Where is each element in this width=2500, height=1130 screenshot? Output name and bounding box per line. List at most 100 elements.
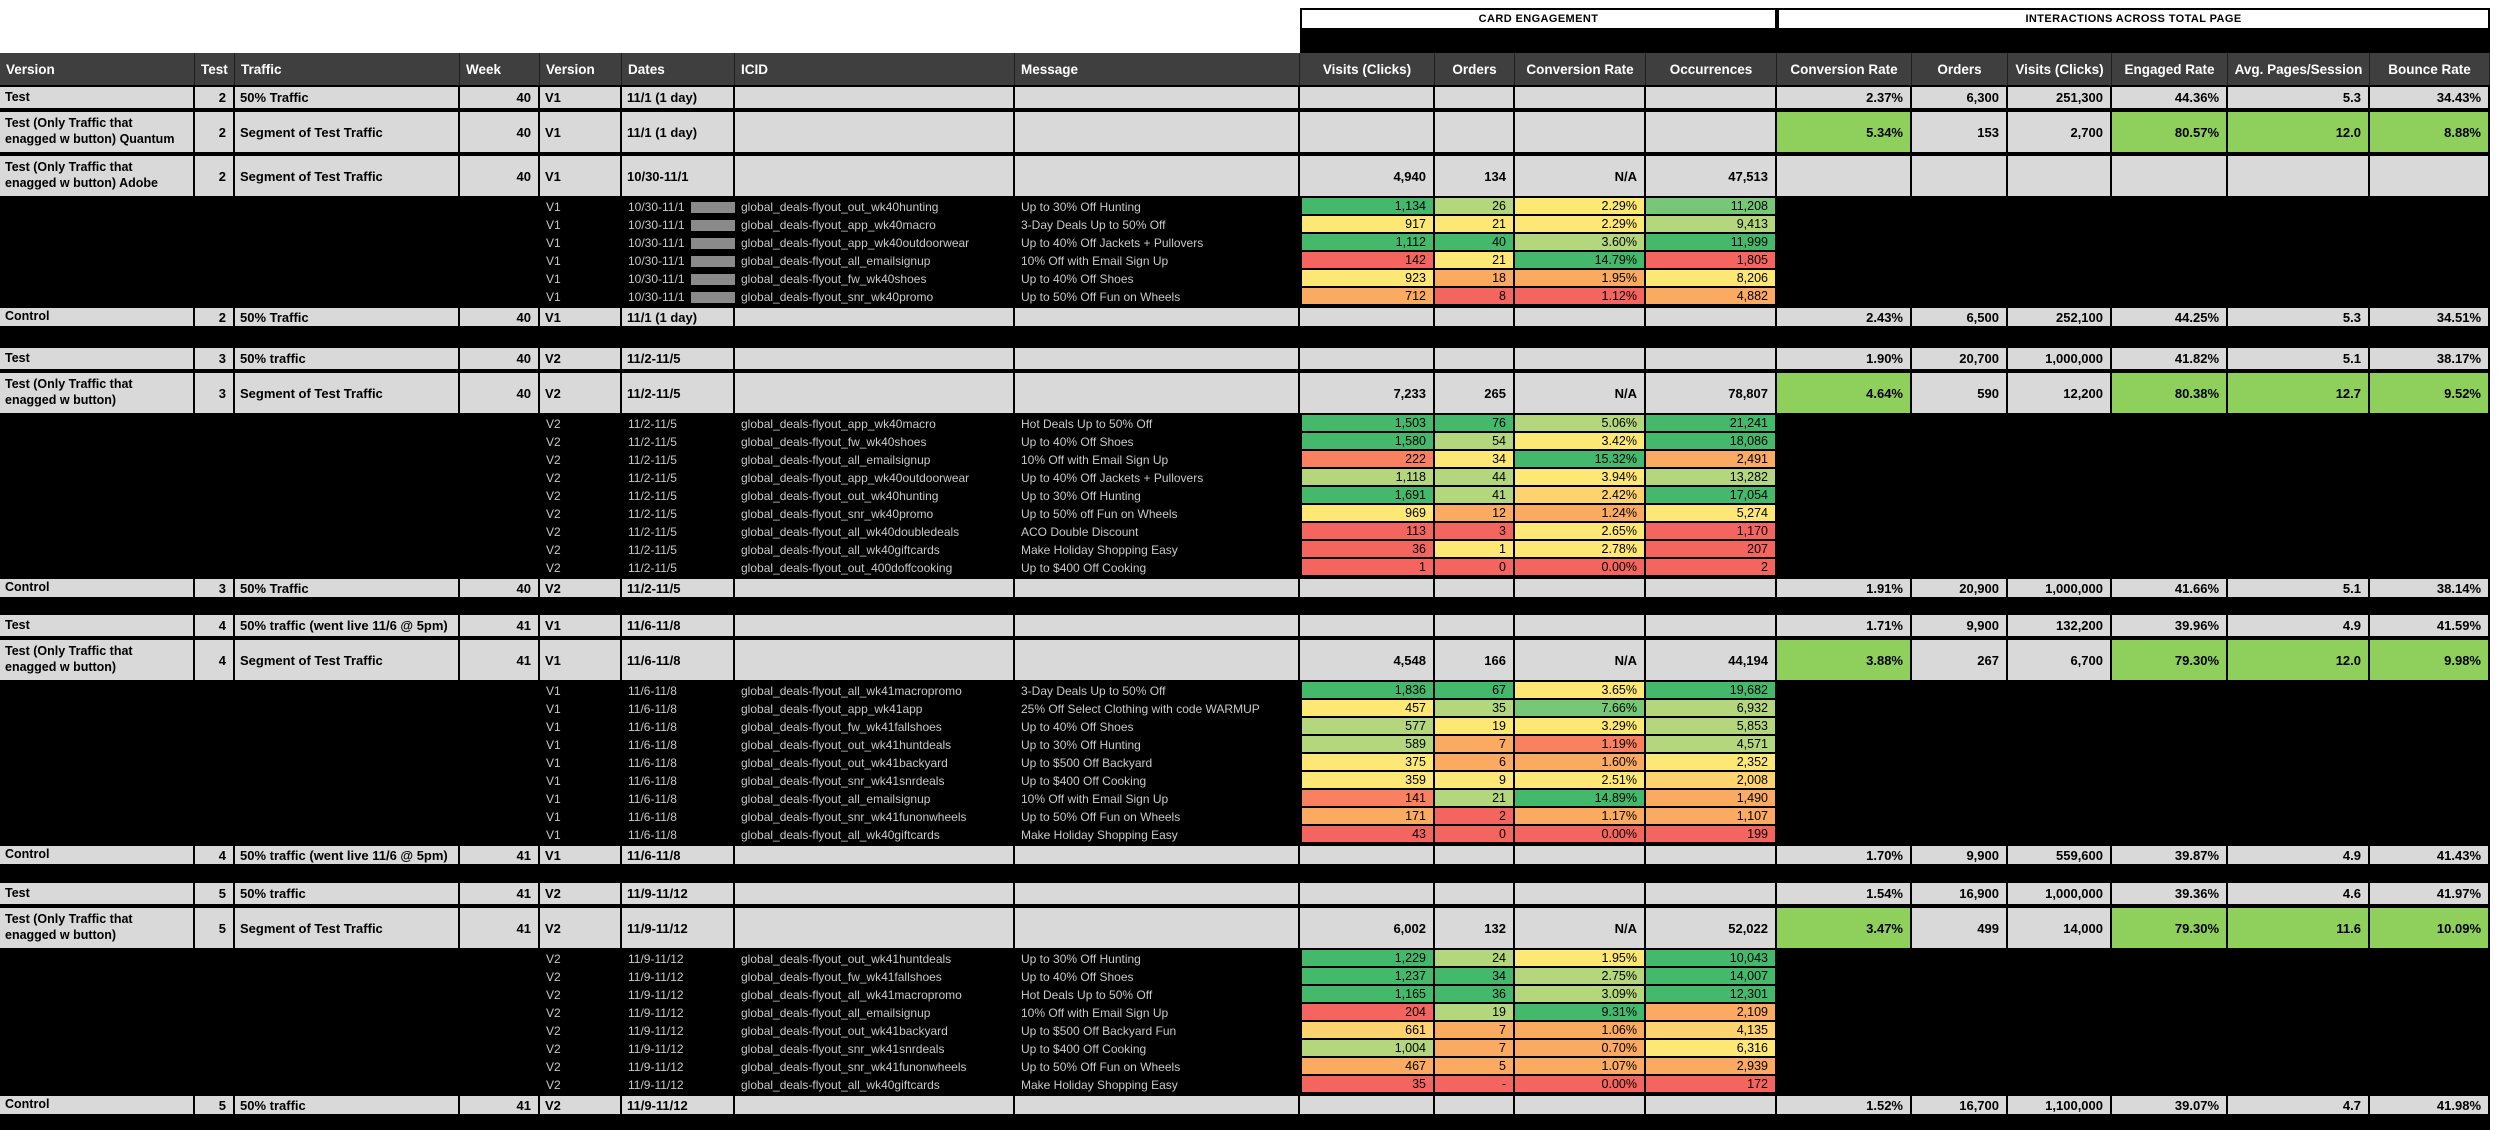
cell-message[interactable] bbox=[1015, 640, 1300, 680]
cell-version[interactable]: V1 bbox=[546, 774, 561, 788]
cell-icid[interactable]: global_deals-flyout_all_wk41macropromo bbox=[741, 684, 962, 698]
cell-icid[interactable]: global_deals-flyout_app_wk40macro bbox=[741, 417, 936, 431]
cell-avg-pages-session[interactable]: 5.1 bbox=[2228, 348, 2370, 369]
cell-occurrences[interactable]: 4,571 bbox=[1646, 736, 1777, 754]
cell-icid[interactable]: global_deals-flyout_out_wk41huntdeals bbox=[741, 738, 952, 752]
cell-visits-clicks[interactable]: 1,004 bbox=[1300, 1040, 1435, 1058]
cell-message[interactable]: Up to 50% Off Fun on Wheels bbox=[1021, 290, 1181, 304]
cell-conversion-rate[interactable]: 1.12% bbox=[1515, 288, 1646, 306]
header-total-conversion-rate[interactable]: Conversion Rate bbox=[1777, 53, 1912, 85]
cell-orders[interactable]: 54 bbox=[1435, 433, 1515, 451]
cell-occurrences[interactable]: 1,805 bbox=[1646, 252, 1777, 270]
cell-message[interactable]: Up to 40% Off Jackets + Pullovers bbox=[1021, 471, 1204, 485]
cell-version[interactable]: V2 bbox=[546, 471, 561, 485]
cell-message[interactable]: 10% Off with Email Sign Up bbox=[1021, 792, 1169, 806]
cell-visits-clicks[interactable]: 35 bbox=[1300, 1076, 1435, 1094]
cell-version[interactable]: V2 bbox=[546, 1024, 561, 1038]
cell-visits-clicks[interactable]: 359 bbox=[1300, 772, 1435, 790]
cell-occurrences[interactable]: 5,274 bbox=[1646, 505, 1777, 523]
cell-icid[interactable]: global_deals-flyout_snr_wk40promo bbox=[741, 290, 934, 304]
cell-bounce-rate[interactable]: 9.52% bbox=[2370, 373, 2490, 413]
cell-icid[interactable] bbox=[735, 373, 1015, 413]
cell-visits-clicks[interactable]: 1,229 bbox=[1300, 950, 1435, 968]
cell-dates[interactable]: 11/2-11/5 bbox=[622, 373, 735, 413]
cell-test-number[interactable]: 4 bbox=[195, 640, 235, 680]
cell-orders[interactable]: 134 bbox=[1435, 156, 1515, 196]
cell-occurrences[interactable] bbox=[1646, 308, 1777, 326]
cell-version[interactable]: V1 bbox=[540, 846, 622, 864]
cell-engaged-rate[interactable]: 39.36% bbox=[2112, 883, 2228, 904]
cell-test-number[interactable]: 5 bbox=[195, 908, 235, 948]
cell-orders[interactable]: 34 bbox=[1435, 451, 1515, 469]
cell-avg-pages-session[interactable]: 11.6 bbox=[2228, 908, 2370, 948]
header-conversion-rate[interactable]: Conversion Rate bbox=[1515, 53, 1646, 85]
cell-total-conversion-rate[interactable]: 1.70% bbox=[1777, 846, 1912, 864]
cell-visits-clicks[interactable]: 1,118 bbox=[1300, 469, 1435, 487]
cell-occurrences[interactable]: 11,208 bbox=[1646, 198, 1777, 216]
cell-message[interactable]: 10% Off with Email Sign Up bbox=[1021, 453, 1169, 467]
cell-week[interactable]: 40 bbox=[460, 579, 540, 597]
cell-engaged-rate[interactable]: 44.25% bbox=[2112, 308, 2228, 326]
cell-version[interactable]: V2 bbox=[546, 561, 561, 575]
cell-test-number[interactable]: 3 bbox=[195, 373, 235, 413]
cell-orders[interactable] bbox=[1435, 1096, 1515, 1114]
cell-conversion-rate[interactable]: 2.75% bbox=[1515, 968, 1646, 986]
cell-occurrences[interactable] bbox=[1646, 348, 1777, 369]
cell-week[interactable]: 40 bbox=[460, 348, 540, 369]
cell-total-visits-clicks[interactable]: 2,700 bbox=[2008, 112, 2112, 152]
cell-total-visits-clicks[interactable]: 1,000,000 bbox=[2008, 883, 2112, 904]
cell-icid[interactable]: global_deals-flyout_all_wk40giftcards bbox=[741, 1078, 940, 1092]
cell-orders[interactable]: 67 bbox=[1435, 682, 1515, 700]
cell-message[interactable]: Up to $500 Off Backyard bbox=[1021, 756, 1153, 770]
cell-dates[interactable]: 11/2-11/5 bbox=[622, 433, 735, 451]
cell-occurrences[interactable]: 6,932 bbox=[1646, 700, 1777, 718]
cell-conversion-rate[interactable]: 2.42% bbox=[1515, 487, 1646, 505]
cell-visits-clicks[interactable]: 1,836 bbox=[1300, 682, 1435, 700]
cell-message[interactable]: Up to 50% off Fun on Wheels bbox=[1021, 507, 1178, 521]
cell-bounce-rate[interactable]: 38.14% bbox=[2370, 579, 2490, 597]
cell-version[interactable]: V1 bbox=[540, 308, 622, 326]
cell-orders[interactable]: 35 bbox=[1435, 700, 1515, 718]
cell-visits-clicks[interactable] bbox=[1300, 348, 1435, 369]
cell-version-label[interactable]: Control bbox=[0, 846, 195, 864]
cell-icid[interactable]: global_deals-flyout_out_400doffcooking bbox=[741, 561, 953, 575]
cell-dates[interactable]: 11/2-11/5 bbox=[622, 559, 735, 577]
cell-traffic[interactable]: 50% traffic bbox=[235, 1096, 460, 1114]
cell-dates[interactable]: 10/30-11/1 bbox=[622, 270, 735, 288]
cell-occurrences[interactable]: 13,282 bbox=[1646, 469, 1777, 487]
cell-message[interactable]: Up to 40% Off Shoes bbox=[1021, 720, 1134, 734]
cell-total-orders[interactable]: 20,700 bbox=[1912, 348, 2008, 369]
cell-total-visits-clicks[interactable]: 12,200 bbox=[2008, 373, 2112, 413]
cell-message[interactable] bbox=[1015, 87, 1300, 108]
cell-dates[interactable]: 11/2-11/5 bbox=[622, 579, 735, 597]
cell-icid[interactable]: global_deals-flyout_app_wk41app bbox=[741, 702, 923, 716]
cell-orders[interactable]: 19 bbox=[1435, 1004, 1515, 1022]
cell-occurrences[interactable] bbox=[1646, 579, 1777, 597]
cell-icid[interactable] bbox=[735, 579, 1015, 597]
cell-dates[interactable]: 11/6-11/8 bbox=[622, 772, 735, 790]
cell-version-label[interactable]: Control bbox=[0, 579, 195, 597]
cell-test-number[interactable]: 3 bbox=[195, 579, 235, 597]
cell-version-label[interactable]: Test (Only Traffic that enagged w button… bbox=[0, 112, 195, 152]
cell-version[interactable]: V2 bbox=[546, 1078, 561, 1092]
cell-orders[interactable]: 36 bbox=[1435, 986, 1515, 1004]
cell-visits-clicks[interactable]: 923 bbox=[1300, 270, 1435, 288]
cell-version[interactable]: V2 bbox=[546, 1060, 561, 1074]
cell-visits-clicks[interactable] bbox=[1300, 615, 1435, 636]
cell-orders[interactable]: 0 bbox=[1435, 559, 1515, 577]
cell-engaged-rate[interactable]: 80.57% bbox=[2112, 112, 2228, 152]
cell-version[interactable]: V1 bbox=[546, 810, 561, 824]
cell-message[interactable]: 3-Day Deals Up to 50% Off bbox=[1021, 218, 1166, 232]
cell-conversion-rate[interactable]: N/A bbox=[1515, 156, 1646, 196]
cell-icid[interactable]: global_deals-flyout_out_wk40hunting bbox=[741, 200, 939, 214]
cell-visits-clicks[interactable]: 1,165 bbox=[1300, 986, 1435, 1004]
cell-icid[interactable] bbox=[735, 883, 1015, 904]
cell-engaged-rate[interactable]: 39.07% bbox=[2112, 1096, 2228, 1114]
cell-conversion-rate[interactable]: 0.00% bbox=[1515, 559, 1646, 577]
cell-occurrences[interactable]: 44,194 bbox=[1646, 640, 1777, 680]
cell-conversion-rate[interactable]: 3.94% bbox=[1515, 469, 1646, 487]
cell-version[interactable]: V2 bbox=[546, 952, 561, 966]
cell-dates[interactable]: 10/30-11/1 bbox=[622, 252, 735, 270]
cell-occurrences[interactable]: 6,316 bbox=[1646, 1040, 1777, 1058]
cell-avg-pages-session[interactable]: 5.3 bbox=[2228, 308, 2370, 326]
